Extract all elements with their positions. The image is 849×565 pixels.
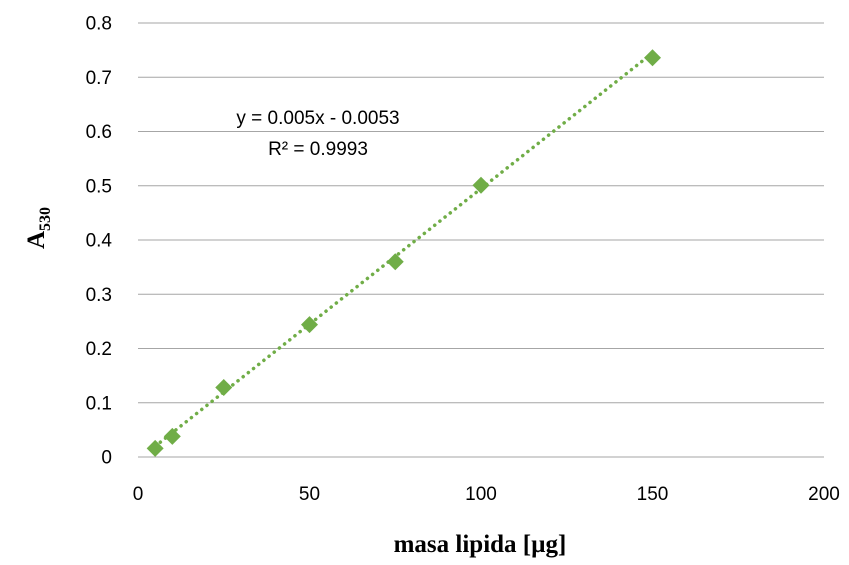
y-tick-label: 0.7 <box>86 68 112 89</box>
y-axis-title-subscript: 530 <box>37 207 54 231</box>
y-tick-label: 0.4 <box>86 231 113 252</box>
y-axis-title-main: A <box>23 231 50 249</box>
y-tick-label: 0 <box>101 448 112 469</box>
x-tick-label: 50 <box>299 484 320 505</box>
data-point <box>386 253 404 271</box>
svg-text:A530: A530 <box>23 207 54 249</box>
y-axis-title: A530 <box>23 207 54 249</box>
y-tick-label: 0.6 <box>86 122 112 143</box>
x-axis-ticks: 0 50 100 150 200 <box>133 484 840 505</box>
x-tick-label: 200 <box>808 484 840 505</box>
x-tick-label: 100 <box>465 484 497 505</box>
data-point <box>301 316 318 334</box>
y-tick-label: 0.2 <box>86 339 112 360</box>
trendline <box>153 51 655 449</box>
data-point <box>163 427 181 445</box>
trendline-equation: y = 0.005x - 0.0053 <box>236 108 399 129</box>
y-tick-label: 0.5 <box>86 176 112 197</box>
x-tick-label: 0 <box>133 484 144 505</box>
x-tick-label: 150 <box>637 484 669 505</box>
data-point <box>215 379 233 397</box>
y-tick-label: 0.3 <box>86 285 112 306</box>
trendline-r-squared: R² = 0.9993 <box>268 139 368 160</box>
data-point <box>146 439 164 457</box>
data-point <box>644 49 661 67</box>
x-axis-title: masa lipida [µg] <box>394 531 567 558</box>
y-tick-label: 0.8 <box>86 14 112 35</box>
data-markers <box>146 49 661 457</box>
data-point <box>472 176 490 194</box>
trendline-layer <box>153 51 655 449</box>
gridlines <box>138 22 824 458</box>
y-axis-ticks: 0 0.1 0.2 0.3 0.4 0.5 0.6 0.7 0.8 <box>86 14 113 469</box>
y-tick-label: 0.1 <box>86 393 112 414</box>
